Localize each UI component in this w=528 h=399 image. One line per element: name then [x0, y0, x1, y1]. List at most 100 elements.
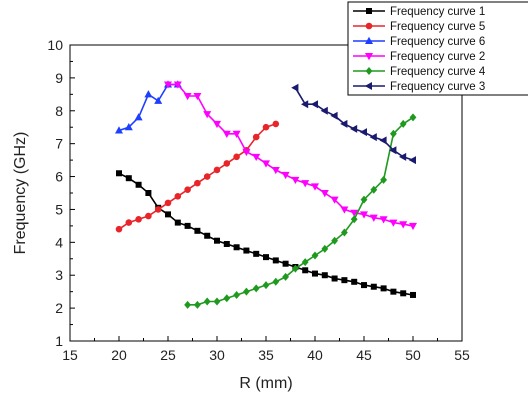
data-point [263, 254, 269, 261]
y-tick-label: 7 [55, 136, 63, 152]
legend-label: Frequency curve 2 [390, 51, 485, 63]
data-point [291, 83, 299, 92]
legend-item: Frequency curve 1 [353, 6, 485, 18]
data-point [145, 190, 152, 196]
legend-label: Frequency curve 1 [390, 6, 485, 18]
data-point [203, 297, 211, 306]
data-point [165, 211, 171, 218]
data-point [174, 192, 182, 200]
data-point [135, 181, 142, 188]
series-2 [115, 120, 280, 233]
data-point [320, 106, 328, 115]
data-point [320, 190, 329, 198]
data-point [252, 284, 260, 293]
data-point [370, 185, 378, 194]
data-point [184, 186, 191, 194]
data-point [233, 290, 240, 299]
data-point [282, 272, 289, 281]
data-point [213, 297, 221, 306]
data-point [203, 111, 212, 119]
legend-label: Frequency curve 3 [390, 81, 485, 93]
data-point [232, 130, 241, 138]
legend-item: Frequency curve 6 [353, 36, 485, 48]
data-point [301, 100, 309, 109]
data-point [350, 124, 358, 133]
data-point [390, 129, 397, 138]
data-point [243, 287, 250, 296]
data-point [164, 81, 172, 89]
data-point [302, 267, 309, 274]
x-tick-label: 55 [454, 347, 470, 363]
data-point [262, 160, 270, 168]
series-line [168, 83, 414, 227]
x-tick-label: 50 [405, 347, 421, 363]
data-point [281, 171, 290, 180]
data-point [214, 237, 220, 244]
data-point [183, 92, 192, 101]
data-point [399, 119, 407, 128]
legend-label: Frequency curve 4 [390, 66, 486, 78]
data-point [204, 232, 211, 239]
data-point [145, 212, 152, 220]
series-layer [115, 80, 417, 309]
legend-marker [365, 67, 373, 75]
data-point [154, 96, 163, 104]
data-point [203, 173, 211, 180]
data-point [194, 179, 201, 187]
x-tick-label: 20 [111, 347, 127, 363]
data-point [164, 199, 172, 207]
data-point [222, 130, 231, 138]
y-tick-label: 10 [47, 37, 63, 53]
series-line [118, 172, 414, 296]
legend-marker [365, 36, 373, 44]
data-point [233, 244, 240, 251]
data-point [409, 113, 417, 122]
data-point [369, 133, 377, 142]
data-point [135, 216, 142, 223]
data-point [115, 126, 123, 134]
data-point [341, 228, 348, 237]
data-point [410, 291, 416, 298]
data-point [223, 294, 231, 303]
data-point [184, 300, 191, 309]
data-point [311, 251, 319, 260]
data-point [292, 264, 299, 273]
legend-marker [365, 22, 373, 30]
data-point [291, 176, 300, 185]
data-point [194, 227, 201, 234]
data-point [301, 180, 310, 188]
data-point [380, 285, 387, 292]
legend-item: Frequency curve 3 [353, 81, 485, 93]
data-point [262, 123, 270, 131]
y-tick-label: 3 [55, 267, 63, 283]
x-tick-label: 35 [258, 347, 274, 363]
legend-item: Frequency curve 2 [353, 51, 485, 63]
legend-marker [364, 82, 372, 90]
data-point [370, 283, 377, 290]
data-point [193, 92, 202, 101]
data-point [379, 216, 388, 224]
data-point [408, 156, 416, 165]
data-point [321, 244, 329, 253]
data-point [272, 277, 280, 286]
data-point [252, 153, 261, 162]
data-point [389, 146, 397, 155]
data-point [272, 120, 280, 128]
data-point [350, 215, 358, 224]
y-tick-label: 2 [55, 300, 63, 316]
data-point [321, 272, 328, 279]
data-point [116, 170, 122, 177]
series-line [187, 116, 414, 306]
data-point [360, 195, 368, 204]
data-point [213, 120, 221, 129]
data-point [351, 278, 358, 285]
series-4 [164, 81, 417, 231]
y-tick-label: 1 [55, 333, 63, 349]
y-tick-label: 8 [55, 103, 63, 119]
x-tick-label: 30 [209, 347, 225, 363]
data-point [331, 275, 338, 282]
data-point [125, 175, 132, 182]
x-tick-label: 15 [62, 347, 78, 363]
